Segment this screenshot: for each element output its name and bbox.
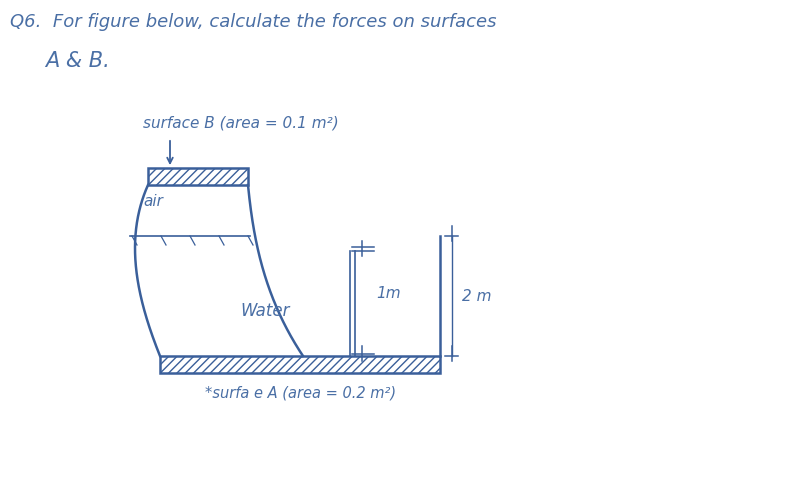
Text: Water: Water bbox=[240, 302, 290, 320]
Text: air: air bbox=[143, 194, 163, 209]
Text: A & B.: A & B. bbox=[45, 51, 110, 71]
Text: 2 m: 2 m bbox=[462, 289, 491, 304]
Text: 1m: 1m bbox=[376, 287, 401, 301]
Text: surface B (area = 0.1 m²): surface B (area = 0.1 m²) bbox=[143, 115, 338, 130]
Text: *surfa e A (area = 0.2 m²): *surfa e A (area = 0.2 m²) bbox=[205, 385, 396, 400]
Text: Q6.  For figure below, calculate the forces on surfaces: Q6. For figure below, calculate the forc… bbox=[10, 13, 497, 31]
